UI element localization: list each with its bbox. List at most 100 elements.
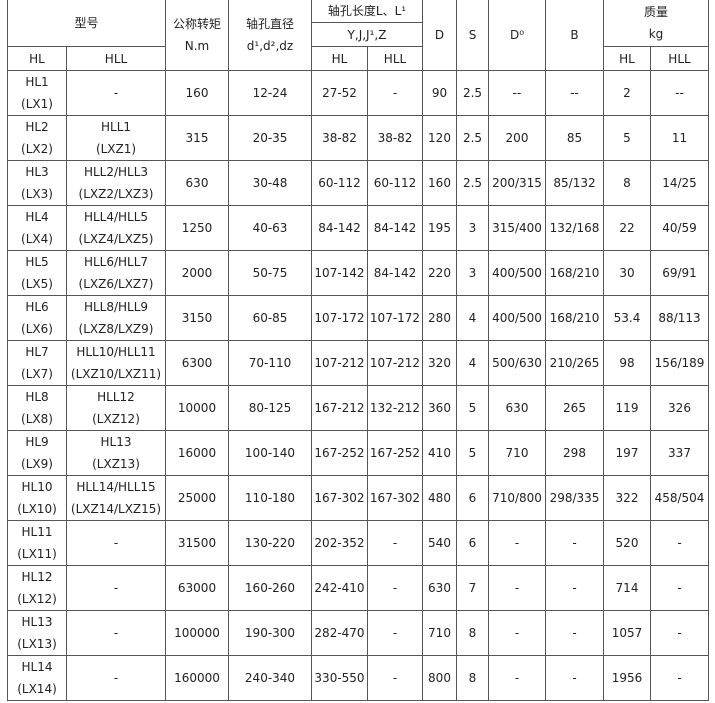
cell-text: - [113,626,119,640]
cell-mhl: 197 [603,430,651,476]
cell-B: 210/265 [545,340,604,386]
cell-text: 132/168 [549,221,600,235]
cell-text: 84-142 [318,221,361,235]
torque-label: 公称转矩 [172,16,221,31]
table-row: HL9 (LX9) HL13 (LXZ13) 16000 100-140 167-252 16… [7,430,709,476]
cell-text: 5 [468,401,477,415]
table-row: HL4 (LX4) HLL4/HLL5 (LXZ4/LXZ5) 1250 40-63 84-… [7,205,709,251]
cell-text: 98 [619,356,635,370]
cell-text: 84-142 [373,221,417,235]
cell-mhll: 458/504 [650,475,709,521]
cell-text: 714 [615,581,639,595]
cell-t: 16000 [165,430,229,476]
cell-text: 2000 [181,266,213,280]
cell-text: 130-220 [244,536,296,550]
cell-B: - [545,655,604,701]
header-bore: 轴孔直径 d¹,d²,dz [228,0,312,71]
cell-S: 5 [456,430,489,476]
cell-text: 50-75 [252,266,288,280]
cell-text: 107-212 [369,356,421,370]
cell-text: 88/113 [658,311,701,325]
cell-hl: HL9 (LX9) [7,430,67,476]
cell-text-alt: (LX8) [21,412,53,426]
header-model-hl: HL [7,46,67,71]
cell-S: 5 [456,385,489,431]
cell-text: 210/265 [549,356,600,370]
cell-text: 8 [468,626,477,640]
cell-text: 132-212 [369,401,421,415]
cell-text: 6 [468,491,477,505]
cell-text-alt: (LX1) [21,97,53,111]
cell-text: 265 [563,401,586,415]
cell-lhll: 107-172 [367,295,423,341]
cell-text: HLL2/HLL3 [83,165,149,179]
cell-text: 16000 [177,446,217,460]
cell-text: HL9 [25,435,49,449]
cell-S: 2.5 [456,70,489,116]
cell-lhl: 60-112 [311,160,368,206]
cell-text: 458/504 [654,491,705,505]
cell-text: 120 [428,131,451,145]
cell-text: 710 [505,446,529,460]
cell-text: 107-212 [314,356,365,370]
cell-text: 195 [428,221,451,235]
cell-text: 322 [615,491,639,505]
cell-d: 190-300 [228,610,312,656]
cell-text: HL13 [21,615,53,629]
cell-text: 2.5 [462,86,483,100]
cell-mhll: 337 [650,430,709,476]
cell-text: - [113,536,119,550]
cell-text: 197 [615,446,639,460]
cell-lhll: 84-142 [367,205,423,251]
header-length-sub: Y,J,J¹,Z [311,22,423,47]
cell-t: 31500 [165,520,229,566]
cell-text: 84-142 [373,266,417,280]
cell-mhll: 326 [650,385,709,431]
cell-text: 38-82 [377,131,413,145]
cell-lhll: 38-82 [367,115,423,161]
cell-B: - [545,520,604,566]
cell-S: 4 [456,295,489,341]
cell-text: 540 [428,536,451,550]
cell-B: 168/210 [545,250,604,296]
cell-t: 25000 [165,475,229,521]
cell-d: 240-340 [228,655,312,701]
cell-text-alt: (LXZ13) [92,457,140,471]
cell-text: -- [570,86,579,100]
cell-mhl: 22 [603,205,651,251]
cell-text: 6300 [181,356,213,370]
cell-d: 30-48 [228,160,312,206]
cell-hll: - [66,520,166,566]
cell-B: 85 [545,115,604,161]
cell-D0: 400/500 [488,250,546,296]
cell-text: 167-302 [314,491,365,505]
cell-text: - [677,626,682,640]
cell-D: 320 [422,340,457,386]
cell-text: 200/315 [492,176,542,190]
torque-unit: N.m [184,38,210,53]
cell-text: 190-300 [244,626,296,640]
cell-lhl: 202-352 [311,520,368,566]
cell-hll: HL13 (LXZ13) [66,430,166,476]
cell-text-alt: (LX5) [21,277,53,291]
cell-text: 280 [428,311,451,325]
cell-text-alt: (LX6) [21,322,53,336]
cell-lhll: - [367,70,423,116]
cell-lhll: - [367,565,423,611]
cell-mhll: -- [650,70,709,116]
cell-text-alt: (LX4) [21,232,53,246]
cell-mhll: - [650,520,709,566]
cell-D0: 200 [488,115,546,161]
cell-text: 282-470 [314,626,365,640]
cell-text: 710/800 [492,491,542,505]
cell-D0: - [488,655,546,701]
cell-text: 53.4 [613,311,641,325]
cell-text: 30-48 [252,176,288,190]
cell-text: HLL14/HLL15 [76,480,156,494]
cell-hl: HL10 (LX10) [7,475,67,521]
cell-hll: - [66,655,166,701]
cell-text: - [514,536,520,550]
cell-lhll: 167-302 [367,475,423,521]
cell-mhl: 1057 [603,610,651,656]
cell-hl: HL8 (LX8) [7,385,67,431]
